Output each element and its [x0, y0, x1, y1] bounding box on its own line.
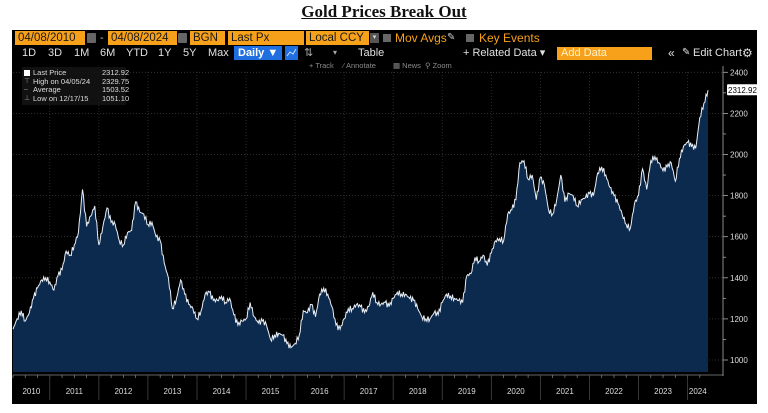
period-1m[interactable]: 1M [74, 47, 90, 59]
magnifier-icon: ⚲ [425, 61, 433, 70]
annotate-tool[interactable]: ⁄ Annotate [343, 61, 376, 71]
x-axis: 2010 2011 2012 2013 2014 2015 2016 2017 2018 2019… [12, 374, 723, 400]
legend-label: Average [33, 85, 61, 94]
legend-value: 2329.75 [102, 76, 130, 86]
square-icon [24, 70, 30, 76]
y-tick-label: 2200 [730, 109, 748, 118]
start-date-input[interactable]: 04/08/2010 [15, 31, 85, 45]
toolbar-row-3: + Track ⁄ Annotate ▦ News ⚲ Zoom [12, 61, 757, 71]
x-tick-label: 2020 [507, 387, 525, 396]
currency-select[interactable]: Local CCY [306, 31, 369, 45]
gear-icon[interactable]: ⚙ [742, 46, 753, 60]
pencil-icon[interactable]: ✎ [447, 32, 456, 43]
legend-row-low: ⊥ Low on 12/17/15 1051.10 [24, 93, 129, 104]
x-tick-label: 2013 [164, 387, 182, 396]
pencil-icon[interactable]: ✎ [682, 47, 691, 58]
period-3d[interactable]: 3D [48, 47, 63, 59]
news-label: News [402, 61, 421, 70]
x-tick-label: 2017 [360, 387, 378, 396]
crosshair-icon: + [309, 61, 316, 70]
y-tick-label: 1200 [730, 315, 748, 324]
legend-label: Low on 12/17/15 [33, 93, 89, 103]
period-5y[interactable]: 5Y [183, 47, 197, 59]
chevron-down-icon[interactable]: ▾ [370, 33, 379, 43]
period-max[interactable]: Max [208, 47, 229, 59]
y-tick-label: 2000 [730, 151, 748, 160]
pencil-icon: ⁄ [343, 61, 346, 70]
end-date-input[interactable]: 04/08/2024 [108, 31, 177, 45]
mov-avgs-label[interactable]: Mov Avgs [395, 31, 447, 45]
legend-label: Last Price [33, 68, 67, 77]
annotate-label: Annotate [345, 61, 376, 70]
y-tick-label: 1600 [730, 233, 748, 242]
add-data-input[interactable]: Add Data [557, 47, 652, 60]
legend-row-high: ⊤ High on 04/05/24 2329.75 [24, 76, 129, 87]
y-axis: 1000 1200 1400 1600 1800 2000 2200 2400 2312.92 [722, 66, 758, 376]
zoom-tool[interactable]: ⚲ Zoom [425, 61, 452, 71]
source-input[interactable]: BGN [190, 31, 225, 45]
collapse-icon[interactable]: « [668, 46, 675, 60]
sort-icon[interactable]: ⇅ [304, 47, 314, 59]
zoom-label: Zoom [432, 61, 452, 70]
period-6m[interactable]: 6M [100, 47, 116, 59]
track-label: Track [315, 61, 334, 70]
price-line [12, 90, 709, 349]
calendar-icon[interactable] [87, 33, 96, 43]
last-price-label: 2312.92 [728, 86, 757, 95]
frequency-select[interactable]: Daily ▼ [234, 46, 283, 60]
low-marker-icon: ⊥ [24, 94, 31, 102]
x-tick-label: 2016 [311, 387, 329, 396]
edit-chart-button[interactable]: Edit Chart [693, 47, 742, 59]
legend-value: 1503.52 [102, 85, 130, 94]
legend-row-last-price: Last Price 2312.92 [24, 68, 129, 78]
toolbar-row-2: 1D 3D 1M 6M YTD 1Y 5Y Max Daily ▼ ⇅ ▾ Ta… [12, 46, 757, 60]
related-data-button[interactable]: + Related Data ▾ [463, 47, 546, 59]
legend-value: 2312.92 [102, 68, 130, 77]
x-tick-label: 2021 [556, 387, 574, 396]
high-marker-icon: ⊤ [24, 77, 31, 85]
field-input[interactable]: Last Px [228, 31, 304, 45]
y-tick-label: 1800 [730, 192, 748, 201]
news-icon: ▦ [393, 61, 403, 70]
legend-row-average: – Average 1503.52 [24, 85, 129, 95]
period-1d[interactable]: 1D [22, 47, 37, 59]
toolbar-row-1: 04/08/2010 - 04/08/2024 BGN Last Px Loca… [12, 31, 757, 45]
key-events-label[interactable]: Key Events [479, 31, 540, 45]
calendar-icon[interactable] [178, 33, 187, 43]
line-chart-icon[interactable] [285, 46, 298, 60]
table-button[interactable]: Table [358, 47, 385, 59]
date-separator: - [100, 32, 104, 44]
last-price-tag [727, 84, 758, 96]
x-tick-label: 2018 [409, 387, 427, 396]
legend: Last Price 2312.92 ⊤ High on 04/05/24 23… [22, 67, 129, 105]
x-tick-label: 2011 [66, 387, 84, 396]
legend-label: High on 04/05/24 [33, 76, 91, 86]
x-tick-label: 2022 [605, 387, 623, 396]
y-tick-label: 1400 [730, 274, 748, 283]
page-title: Gold Prices Break Out [301, 2, 467, 21]
x-tick-label: 2019 [458, 387, 476, 396]
mov-avgs-checkbox[interactable] [383, 34, 391, 42]
x-tick-label: 2024 [689, 387, 707, 396]
track-tool[interactable]: + Track [309, 61, 334, 71]
y-tick-label: 1000 [730, 356, 748, 365]
chevron-down-icon[interactable]: ▾ [333, 48, 338, 57]
x-tick-label: 2023 [654, 387, 672, 396]
period-1y[interactable]: 1Y [158, 47, 172, 59]
x-tick-label: 2015 [262, 387, 280, 396]
x-tick-label: 2014 [213, 387, 231, 396]
period-ytd[interactable]: YTD [126, 47, 148, 59]
average-marker-icon: – [24, 86, 28, 93]
price-area [13, 90, 708, 372]
news-tool[interactable]: ▦ News [393, 61, 421, 71]
y-tick-label: 2400 [730, 68, 748, 77]
legend-value: 1051.10 [102, 93, 130, 103]
key-events-checkbox[interactable] [466, 34, 474, 42]
x-tick-label: 2012 [114, 387, 132, 396]
x-tick-label: 2010 [22, 387, 40, 396]
